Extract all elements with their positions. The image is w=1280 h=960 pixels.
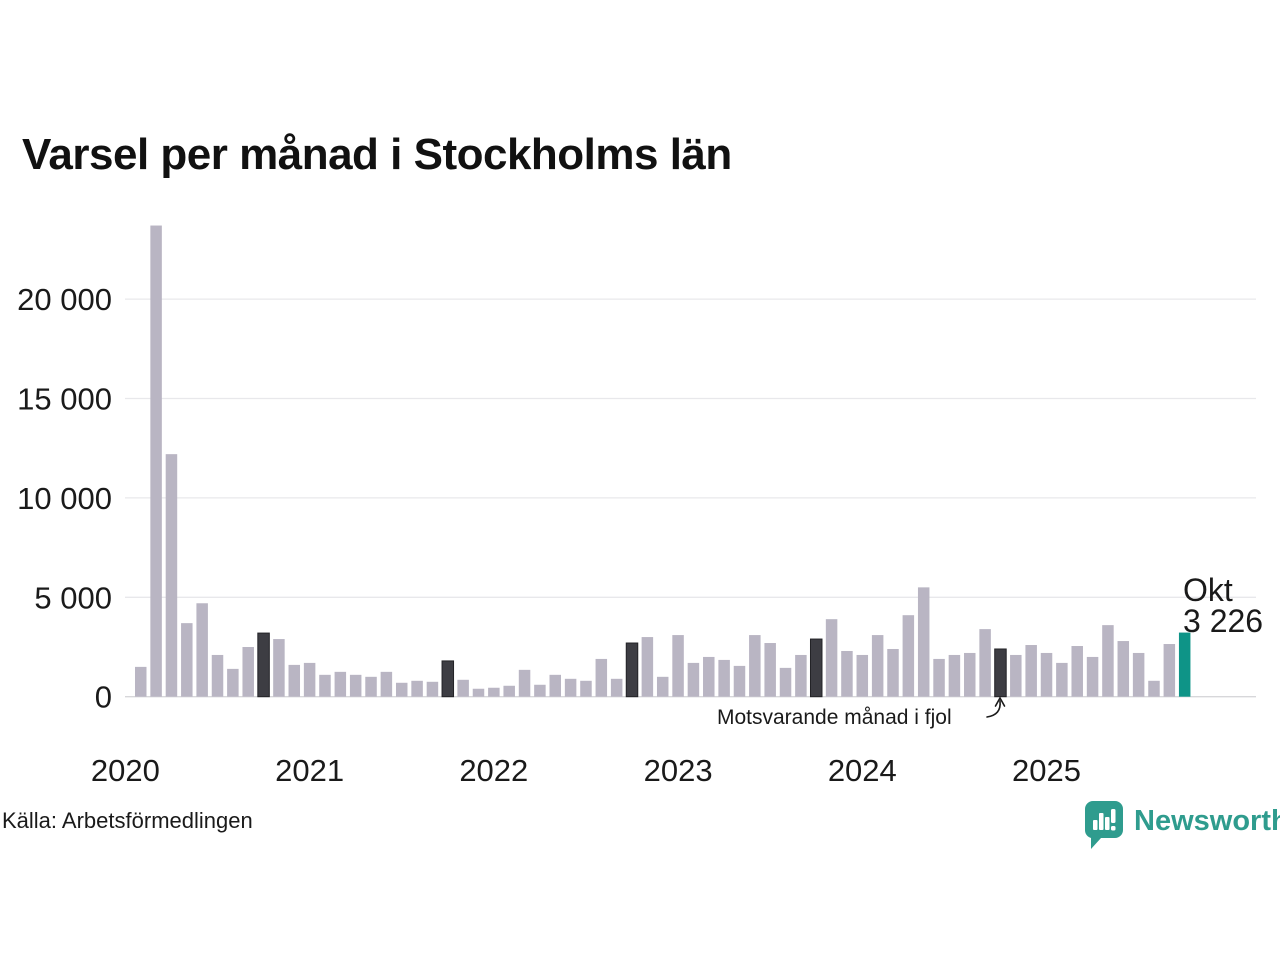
bar-jan-2022: [488, 687, 500, 697]
bar-jan-2023: [672, 635, 684, 697]
bar-okt-2021: [441, 660, 455, 698]
x-year-label-2024: 2024: [828, 753, 897, 788]
bar-jan-2024: [856, 654, 869, 697]
bar-nov-2023: [825, 619, 838, 697]
bar-nov-2022: [641, 637, 654, 697]
bar-jul-2022: [580, 680, 592, 697]
bar-jul-2021: [395, 682, 408, 697]
bar-maj-2024: [917, 587, 930, 697]
x-year-label-2023: 2023: [644, 753, 713, 788]
bar-okt-2022: [625, 642, 639, 698]
bar-mar-2020: [150, 225, 162, 697]
bar-apr-2022: [534, 684, 546, 697]
bar-sep-2023: [795, 654, 807, 697]
bar-jul-2024: [948, 654, 961, 697]
bar-jan-2021: [303, 662, 316, 697]
bar-maj-2025: [1102, 625, 1114, 697]
x-year-label-2020: 2020: [91, 753, 160, 788]
bar-aug-2024: [964, 652, 976, 697]
page-title: Varsel per månad i Stockholms län: [22, 130, 732, 179]
x-axis-year-labels: 2020 2021 2022 2023 2024 2025: [91, 753, 1081, 788]
bar-mar-2025: [1071, 646, 1083, 697]
bar-feb-2025: [1056, 662, 1068, 697]
bar-okt-2020: [257, 632, 270, 698]
bar-mar-2021: [334, 671, 347, 697]
annotation-arrow-icon: [986, 696, 1006, 718]
bar-jul-2025: [1132, 652, 1145, 697]
newsworthy-logo-text: Newsworthy: [1134, 805, 1280, 837]
bar-aug-2022: [595, 658, 608, 697]
bar-maj-2020: [181, 623, 193, 697]
bar-okt-2025: [1178, 632, 1191, 697]
y-tick-label-0: 0: [95, 680, 112, 715]
source-text: Källa: Arbetsförmedlingen: [2, 808, 253, 833]
bar-jul-2023: [764, 643, 776, 697]
bar-jun-2025: [1117, 641, 1130, 697]
bar-okt-2023: [809, 638, 823, 698]
bar-okt-2024: [994, 648, 1007, 698]
bar-jan-2025: [1040, 652, 1053, 697]
bar-nov-2021: [457, 679, 469, 697]
x-year-label-2021: 2021: [275, 753, 344, 788]
y-tick-label-5000: 5 000: [34, 580, 112, 615]
bar-dec-2022: [656, 676, 669, 697]
bar-apr-2023: [718, 659, 730, 697]
newsworthy-logo-icon: [1085, 801, 1123, 849]
bar-sep-2024: [979, 629, 991, 697]
highlight-value-label: 3 226: [1183, 603, 1263, 639]
bar-maj-2022: [549, 674, 561, 697]
bar-sep-2021: [426, 681, 439, 697]
bar-maj-2023: [733, 665, 746, 697]
x-year-label-2025: 2025: [1012, 753, 1081, 788]
y-tick-label-10000: 10 000: [17, 481, 112, 516]
bar-nov-2024: [1010, 654, 1022, 697]
x-year-label-2022: 2022: [459, 753, 528, 788]
bar-jul-2020: [211, 654, 224, 697]
bar-feb-2024: [871, 635, 884, 697]
bar-jun-2024: [933, 658, 945, 697]
bar-mar-2022: [518, 669, 531, 697]
bar-sep-2022: [610, 678, 623, 697]
y-axis-labels: 0 5 000 10 000 15 000 20 000: [17, 282, 112, 715]
bar-feb-2020: [135, 666, 147, 697]
bar-dec-2024: [1025, 645, 1037, 697]
bar-mar-2024: [887, 648, 899, 697]
bar-apr-2025: [1086, 656, 1099, 697]
bar-nov-2020: [273, 639, 285, 697]
bar-sep-2025: [1163, 644, 1176, 697]
bars: [135, 225, 1191, 698]
bar-aug-2025: [1148, 680, 1160, 697]
bar-sep-2020: [242, 647, 254, 697]
y-tick-label-15000: 15 000: [17, 382, 112, 417]
newsworthy-logo: Newsworthy: [1084, 800, 1280, 850]
gridlines: [125, 298, 1256, 698]
bar-aug-2021: [411, 680, 423, 697]
bar-maj-2021: [365, 676, 377, 697]
bar-aug-2020: [227, 668, 239, 697]
bar-jun-2022: [564, 678, 577, 697]
bar-mar-2023: [703, 656, 715, 697]
bar-feb-2021: [319, 674, 331, 697]
bar-apr-2024: [902, 615, 915, 697]
bar-apr-2021: [349, 674, 362, 697]
annotation-text: Motsvarande månad i fjol: [717, 706, 952, 729]
bar-feb-2023: [687, 662, 700, 697]
bar-aug-2023: [779, 667, 792, 697]
bar-feb-2022: [503, 685, 515, 697]
bar-jun-2020: [196, 603, 208, 697]
bar-apr-2020: [165, 454, 178, 697]
bar-dec-2020: [288, 664, 301, 697]
bar-dec-2023: [841, 650, 853, 697]
bar-jun-2023: [749, 635, 761, 697]
y-tick-label-20000: 20 000: [17, 282, 112, 317]
bar-dec-2021: [472, 688, 485, 697]
highlight-month-label: Okt: [1183, 572, 1233, 608]
bar-jun-2021: [380, 671, 393, 697]
